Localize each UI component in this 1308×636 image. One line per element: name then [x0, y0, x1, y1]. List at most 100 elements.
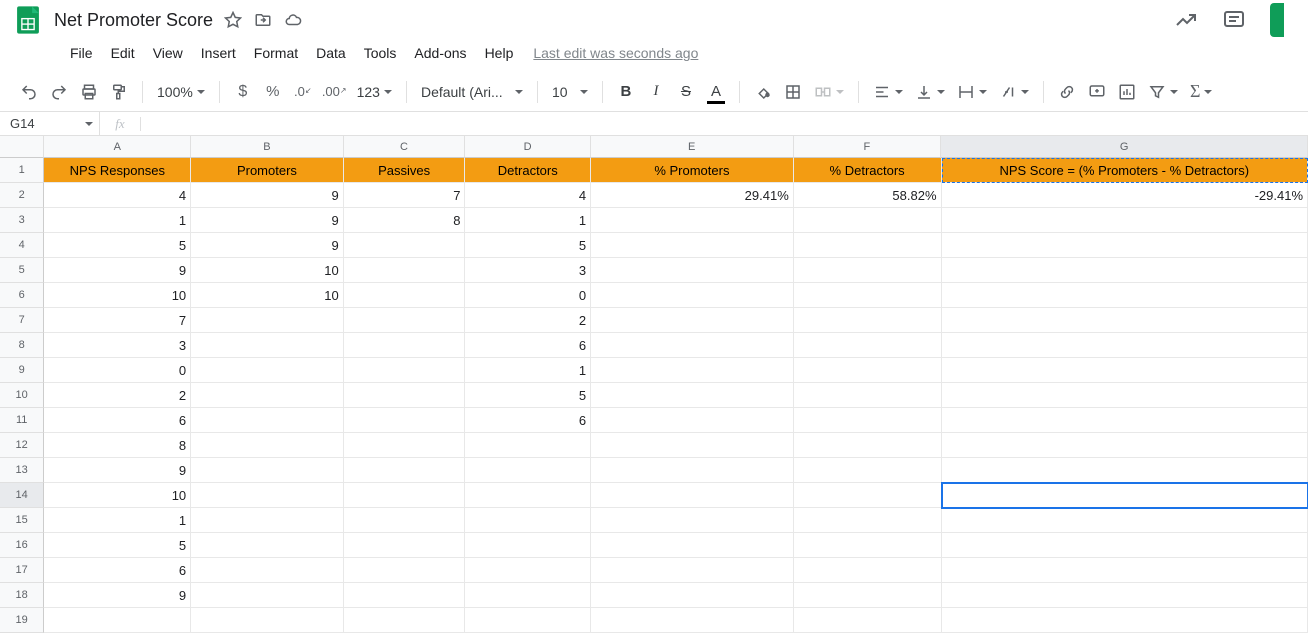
comments-icon[interactable]	[1222, 8, 1246, 32]
activity-icon[interactable]	[1174, 8, 1198, 32]
cell[interactable]	[191, 458, 344, 483]
column-header[interactable]: G	[941, 136, 1308, 158]
cell[interactable]: 7	[44, 308, 191, 333]
cell[interactable]	[794, 458, 942, 483]
cell[interactable]	[465, 558, 591, 583]
cell[interactable]	[794, 233, 942, 258]
currency-icon[interactable]: $	[230, 79, 256, 105]
row-header[interactable]: 2	[0, 183, 44, 208]
row-header[interactable]: 3	[0, 208, 44, 233]
cell[interactable]	[344, 583, 466, 608]
cell[interactable]: 10	[191, 283, 344, 308]
cell[interactable]: 6	[465, 408, 591, 433]
column-header[interactable]: C	[344, 136, 466, 158]
menu-format[interactable]: Format	[246, 42, 306, 64]
cell[interactable]	[344, 458, 466, 483]
cell[interactable]	[942, 408, 1308, 433]
move-icon[interactable]	[253, 10, 273, 30]
cell[interactable]	[942, 358, 1308, 383]
row-header[interactable]: 19	[0, 608, 44, 633]
cell[interactable]	[344, 358, 466, 383]
share-button[interactable]	[1270, 3, 1284, 37]
cell[interactable]	[344, 433, 466, 458]
cell[interactable]	[591, 258, 794, 283]
redo-icon[interactable]	[46, 79, 72, 105]
cell[interactable]	[465, 458, 591, 483]
cell[interactable]	[794, 283, 942, 308]
cell[interactable]: 6	[465, 333, 591, 358]
cell[interactable]	[44, 608, 191, 633]
cell[interactable]: Detractors	[465, 158, 591, 183]
cell[interactable]	[942, 383, 1308, 408]
cell[interactable]	[344, 333, 466, 358]
font-select[interactable]: Default (Ari...	[417, 79, 527, 105]
cell[interactable]: 0	[44, 358, 191, 383]
bold-icon[interactable]: B	[613, 79, 639, 105]
insert-chart-icon[interactable]	[1114, 79, 1140, 105]
cell[interactable]: 10	[44, 483, 191, 508]
row-header[interactable]: 16	[0, 533, 44, 558]
cell[interactable]: 8	[344, 208, 466, 233]
text-wrap-icon[interactable]	[953, 79, 991, 105]
cell[interactable]	[465, 608, 591, 633]
cell[interactable]	[942, 333, 1308, 358]
menu-file[interactable]: File	[62, 42, 101, 64]
cell[interactable]: 4	[44, 183, 191, 208]
cell[interactable]: 6	[44, 558, 191, 583]
menu-view[interactable]: View	[145, 42, 191, 64]
cell[interactable]	[191, 483, 344, 508]
cell[interactable]: 9	[44, 458, 191, 483]
cell[interactable]: 2	[465, 308, 591, 333]
text-rotation-icon[interactable]	[995, 79, 1033, 105]
cell[interactable]	[794, 358, 942, 383]
cell[interactable]: 2	[44, 383, 191, 408]
cell[interactable]	[591, 208, 794, 233]
cell[interactable]	[942, 433, 1308, 458]
row-header[interactable]: 9	[0, 358, 44, 383]
increase-decimal-icon[interactable]: .00↗	[320, 79, 349, 105]
row-header[interactable]: 6	[0, 283, 44, 308]
cell[interactable]	[191, 558, 344, 583]
cell[interactable]	[465, 533, 591, 558]
cell[interactable]: 5	[465, 233, 591, 258]
cell[interactable]: 4	[465, 183, 591, 208]
cell[interactable]: 9	[44, 258, 191, 283]
insert-comment-icon[interactable]	[1084, 79, 1110, 105]
cell[interactable]	[465, 583, 591, 608]
cell[interactable]	[942, 308, 1308, 333]
cell[interactable]	[344, 258, 466, 283]
zoom-select[interactable]: 100%	[153, 79, 209, 105]
cell[interactable]: NPS Score = (% Promoters - % Detractors)	[942, 158, 1308, 183]
cell[interactable]: 5	[44, 233, 191, 258]
decrease-decimal-icon[interactable]: .0↙	[290, 79, 316, 105]
cell[interactable]: 6	[44, 408, 191, 433]
cell[interactable]: NPS Responses	[44, 158, 191, 183]
cell[interactable]	[191, 308, 344, 333]
cell[interactable]	[344, 483, 466, 508]
cell[interactable]	[794, 433, 942, 458]
text-color-icon[interactable]: A	[703, 79, 729, 105]
cell[interactable]	[591, 408, 794, 433]
row-header[interactable]: 1	[0, 158, 44, 183]
cell[interactable]	[794, 608, 942, 633]
font-size-select[interactable]: 10	[548, 79, 592, 105]
row-header[interactable]: 5	[0, 258, 44, 283]
cell[interactable]	[942, 208, 1308, 233]
cell[interactable]: 9	[44, 583, 191, 608]
cell[interactable]: 5	[465, 383, 591, 408]
cell[interactable]	[344, 308, 466, 333]
column-header[interactable]: B	[191, 136, 344, 158]
cell[interactable]	[591, 583, 794, 608]
cell[interactable]: Promoters	[191, 158, 344, 183]
cell[interactable]	[942, 533, 1308, 558]
menu-addons[interactable]: Add-ons	[406, 42, 474, 64]
cell[interactable]	[344, 283, 466, 308]
borders-icon[interactable]	[780, 79, 806, 105]
column-header[interactable]: E	[591, 136, 794, 158]
cell[interactable]	[591, 333, 794, 358]
cell[interactable]: Passives	[344, 158, 466, 183]
cell[interactable]: 5	[44, 533, 191, 558]
cell[interactable]	[344, 558, 466, 583]
functions-icon[interactable]: Σ	[1186, 79, 1216, 105]
cell[interactable]	[191, 383, 344, 408]
